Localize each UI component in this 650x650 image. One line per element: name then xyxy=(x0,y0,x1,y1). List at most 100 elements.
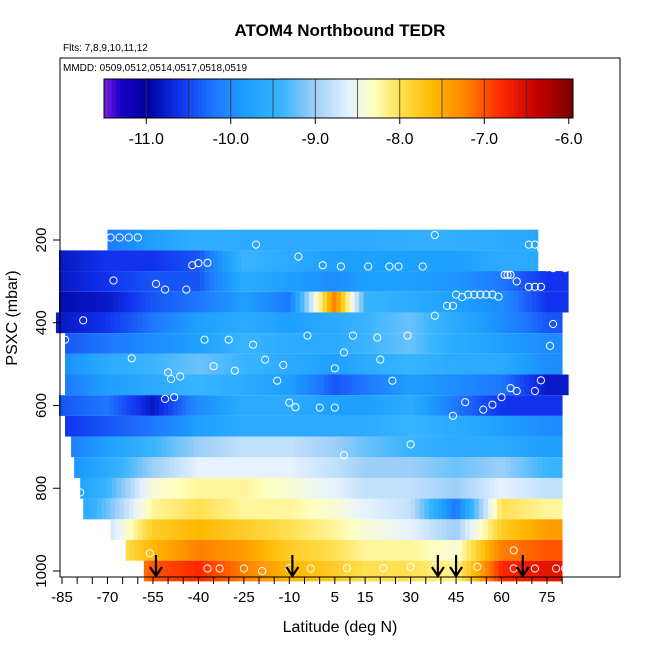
heat-cell xyxy=(177,395,183,416)
heat-cell xyxy=(87,415,93,437)
heat-cell xyxy=(383,333,389,354)
heat-cell xyxy=(251,519,257,541)
heat-cell xyxy=(345,395,351,416)
heat-cell xyxy=(498,540,504,561)
heat-cell xyxy=(548,540,554,561)
heat-cell xyxy=(415,333,421,354)
heat-cell xyxy=(537,415,543,437)
heat-cell xyxy=(133,374,139,396)
heat-cell xyxy=(437,374,443,396)
sample-point xyxy=(542,263,552,272)
heat-cell xyxy=(265,415,271,437)
sample-point xyxy=(106,233,115,242)
heat-cell xyxy=(362,540,368,561)
heat-cell xyxy=(189,229,195,251)
heat-cell xyxy=(110,498,116,520)
heat-cell xyxy=(349,271,355,292)
heat-cell xyxy=(215,519,221,541)
heat-cell xyxy=(430,477,436,499)
heat-cell xyxy=(509,291,515,313)
heat-cell xyxy=(560,498,563,520)
heat-cell xyxy=(530,229,536,251)
heat-cell xyxy=(110,333,116,354)
heat-cell xyxy=(383,415,389,437)
heat-cell xyxy=(243,477,249,499)
heat-cell xyxy=(489,477,495,499)
heat-cell xyxy=(259,395,264,416)
heat-cell xyxy=(160,498,166,520)
heat-cell xyxy=(133,457,139,478)
heat-cell xyxy=(434,477,440,499)
sample-point xyxy=(303,331,312,340)
heat-cell xyxy=(392,353,398,375)
heat-cell xyxy=(119,374,125,396)
heat-cell xyxy=(290,395,296,416)
heat-cell xyxy=(330,229,336,251)
heat-cell xyxy=(495,250,501,272)
colorbar-cell xyxy=(526,79,531,118)
heat-cell xyxy=(96,457,102,478)
heat-cell xyxy=(493,436,499,458)
dates-annotation: MMDD: 0509,0512,0514,0517,0518,0519 xyxy=(63,63,247,74)
heat-cell xyxy=(251,457,257,478)
heat-cell xyxy=(84,477,90,499)
heat-cell xyxy=(542,415,548,437)
heat-cell xyxy=(413,271,419,292)
heat-cell xyxy=(416,436,422,458)
heat-cell xyxy=(515,415,521,437)
sample-point xyxy=(464,290,473,299)
heat-cell xyxy=(395,271,401,292)
heat-cell xyxy=(509,250,515,272)
heat-cell xyxy=(524,415,530,437)
heat-cell xyxy=(239,436,245,458)
heat-cell xyxy=(183,457,189,478)
heat-cell xyxy=(277,250,283,272)
heat-cell xyxy=(530,540,536,561)
heat-cell xyxy=(475,229,481,251)
heat-cell xyxy=(439,540,445,561)
heat-cell xyxy=(550,271,555,292)
heat-cell xyxy=(492,519,498,541)
heat-cell xyxy=(496,374,502,396)
colorbar-cell xyxy=(346,79,351,118)
heat-cell xyxy=(298,477,304,499)
heat-cell xyxy=(556,374,562,396)
heat-cell xyxy=(342,312,348,334)
heat-cell xyxy=(65,333,70,354)
heat-cell xyxy=(92,353,98,375)
heat-cell xyxy=(274,457,280,478)
heat-cell xyxy=(207,477,213,499)
heat-cell xyxy=(162,560,167,582)
heat-cell xyxy=(148,540,154,561)
heat-cell xyxy=(283,353,289,375)
heat-cell xyxy=(551,374,557,396)
heat-cell xyxy=(501,353,507,375)
heat-cell xyxy=(478,519,484,541)
heat-cell xyxy=(345,250,351,272)
heat-cell xyxy=(159,271,164,292)
colorbar-frame xyxy=(103,78,574,119)
colorbar-cell xyxy=(209,79,214,118)
colorbar-cell xyxy=(537,79,543,118)
heat-cell xyxy=(65,312,70,334)
heat-cell xyxy=(525,436,531,458)
heat-cell xyxy=(500,395,505,416)
heat-cell xyxy=(254,271,260,292)
heat-cell xyxy=(148,477,154,499)
heat-cell xyxy=(125,436,131,458)
heat-cell xyxy=(406,519,411,541)
heat-cell xyxy=(475,436,481,458)
heat-cell xyxy=(398,477,404,499)
colorbar-cell xyxy=(182,79,187,118)
sample-point xyxy=(545,341,555,350)
heat-cell xyxy=(371,540,377,561)
heat-cell xyxy=(533,457,539,478)
heat-cell xyxy=(371,560,377,582)
heat-cell xyxy=(390,395,396,416)
heat-cell xyxy=(212,560,217,582)
heat-cell xyxy=(459,395,465,416)
heat-cell xyxy=(422,271,428,292)
heat-cell xyxy=(459,271,465,292)
heat-cell xyxy=(272,271,278,292)
heat-cell xyxy=(124,312,130,334)
